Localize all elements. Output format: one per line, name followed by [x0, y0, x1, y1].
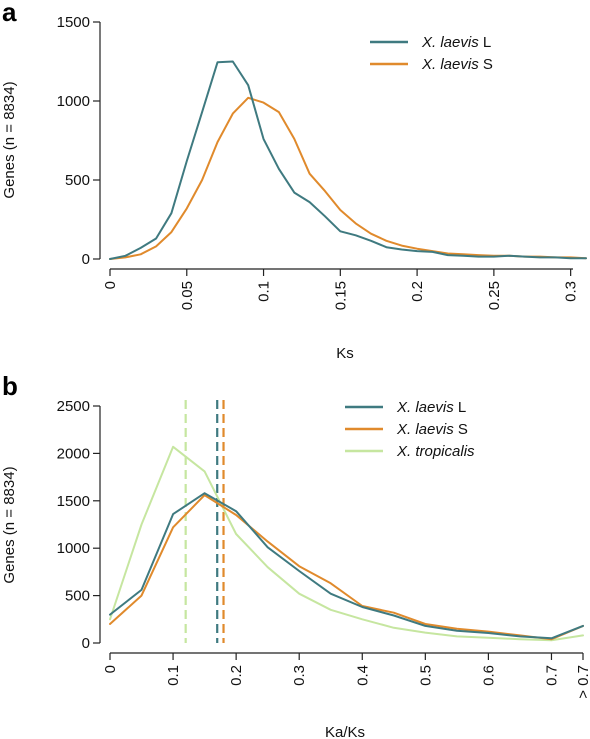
panel-b-series-line-0 — [109, 492, 584, 640]
panel-a-chart: a 0 500 1000 1500 0 0.05 0.1 0.15 0.2 0.25 0.3 Ge… — [1, 0, 587, 362]
panel-a-ytick-label: 0 — [82, 251, 90, 268]
panel-b-xtick-label: 0.6 — [480, 665, 497, 686]
panel-b-xtick-label: 0.2 — [228, 665, 245, 686]
panel-b-xlabel: Ka/Ks — [325, 724, 365, 739]
legend-species-name: X. tropicalis — [396, 443, 475, 460]
panel-a-series-line-0 — [109, 60, 587, 260]
panel-b-ytick-label: 0 — [82, 635, 90, 652]
panel-b-chart: b 0 500 1000 1500 2000 2500 0 0.1 0.2 0.3 0.4 0.5 0… — [1, 371, 590, 739]
panel-a-letter: a — [2, 0, 17, 27]
legend-species-name: X. laevis — [396, 399, 454, 416]
legend-species-name: X. laevis — [396, 421, 454, 438]
panel-a-xtick-label: 0.2 — [409, 281, 426, 302]
panel-a-xtick-label: 0.3 — [563, 281, 580, 302]
panel-a-ytick-label: 1000 — [57, 93, 90, 110]
panel-b-ylabel: Genes (n = 8834) — [1, 466, 18, 583]
panel-a-ytick-label: 1500 — [57, 14, 90, 31]
panel-a-xtick-label: 0.15 — [332, 281, 349, 310]
panel-b-ytick-label: 2000 — [57, 445, 90, 462]
panel-b-ytick-label: 500 — [65, 588, 90, 605]
panel-b-ytick-label: 1500 — [57, 493, 90, 510]
legend-subgenome: S — [454, 421, 468, 438]
legend-subgenome: L — [454, 399, 467, 416]
panel-b-xtick-label: 0.4 — [354, 665, 371, 686]
panel-a-xtick-label: 0 — [102, 281, 119, 289]
legend-species-name: X. laevis — [421, 56, 479, 73]
panel-b-legend-label-2: X. tropicalis — [396, 443, 475, 460]
panel-b-legend-label-0: X. laevis L — [396, 399, 466, 416]
panel-a-xlabel: Ks — [336, 345, 354, 362]
panel-b-xtick-label: 0.3 — [291, 665, 308, 686]
panel-a-legend-label-0: X. laevis L — [421, 34, 491, 51]
panel-a-xtick-label: 0.1 — [256, 281, 273, 302]
panel-b-ytick-label: 2500 — [57, 398, 90, 415]
panel-b-legend-label-1: X. laevis S — [396, 421, 468, 438]
panel-a-ytick-label: 500 — [65, 172, 90, 189]
panel-b-ytick-label: 1000 — [57, 540, 90, 557]
panel-b-xtick-label: 0.7 — [543, 665, 560, 686]
panel-b-series-line-2 — [109, 445, 584, 642]
legend-species-name: X. laevis — [421, 34, 479, 51]
panel-a-ylabel: Genes (n = 8834) — [1, 81, 18, 198]
legend-subgenome: S — [479, 56, 493, 73]
panel-b-letter: b — [2, 371, 18, 401]
panel-a-xtick-label: 0.25 — [486, 281, 503, 310]
panel-b-xtick-label: 0.1 — [165, 665, 182, 686]
panel-b-series-line-1 — [109, 494, 584, 641]
legend-subgenome: L — [479, 34, 492, 51]
panel-a-legend-label-1: X. laevis S — [421, 56, 493, 73]
panel-b-xtick-label: > 0.7 — [575, 665, 590, 699]
panel-b-xtick-label: 0 — [102, 665, 119, 673]
panel-a-xtick-label: 0.05 — [179, 281, 196, 310]
panel-b-xtick-label: 0.5 — [417, 665, 434, 686]
